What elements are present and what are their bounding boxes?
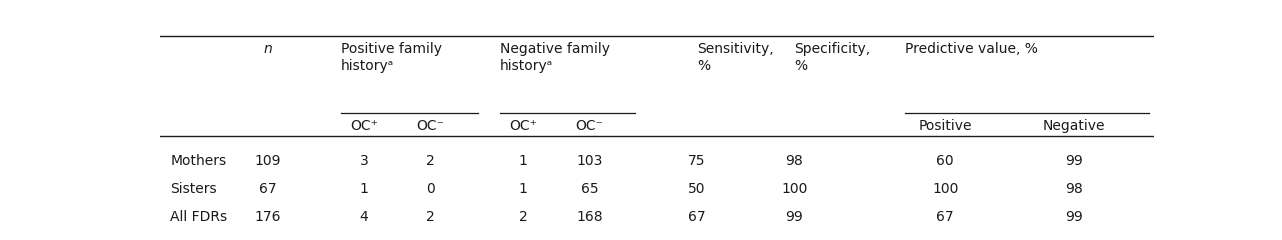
Text: 65: 65: [581, 182, 599, 196]
Text: Specificity,
%: Specificity, %: [794, 42, 870, 73]
Text: 67: 67: [688, 210, 705, 224]
Text: 0: 0: [426, 182, 435, 196]
Text: 50: 50: [688, 182, 705, 196]
Text: 2: 2: [426, 155, 435, 168]
Text: 60: 60: [936, 155, 954, 168]
Text: 1: 1: [518, 155, 527, 168]
Text: Positive family
historyᵃ: Positive family historyᵃ: [341, 42, 442, 73]
Text: 4: 4: [359, 210, 368, 224]
Text: 75: 75: [688, 155, 705, 168]
Text: Negative: Negative: [1044, 119, 1105, 133]
Text: 103: 103: [577, 155, 603, 168]
Text: 168: 168: [576, 210, 603, 224]
Text: 98: 98: [1065, 182, 1083, 196]
Text: 2: 2: [518, 210, 527, 224]
Text: Sensitivity,
%: Sensitivity, %: [697, 42, 773, 73]
Text: 1: 1: [518, 182, 527, 196]
Text: Positive: Positive: [918, 119, 972, 133]
Text: 99: 99: [1065, 210, 1083, 224]
Text: 2: 2: [426, 210, 435, 224]
Text: 98: 98: [786, 155, 803, 168]
Text: 1: 1: [359, 182, 368, 196]
Text: Negative family
historyᵃ: Negative family historyᵃ: [500, 42, 610, 73]
Text: 3: 3: [359, 155, 368, 168]
Text: 100: 100: [932, 182, 959, 196]
Text: OC⁻: OC⁻: [576, 119, 604, 133]
Text: Sisters: Sisters: [171, 182, 217, 196]
Text: 100: 100: [781, 182, 808, 196]
Text: n: n: [263, 42, 272, 56]
Text: 99: 99: [1065, 155, 1083, 168]
Text: 109: 109: [254, 155, 281, 168]
Text: OC⁻: OC⁻: [417, 119, 445, 133]
Text: 99: 99: [786, 210, 803, 224]
Text: 67: 67: [936, 210, 954, 224]
Text: 67: 67: [259, 182, 277, 196]
Text: All FDRs: All FDRs: [171, 210, 227, 224]
Text: Predictive value, %: Predictive value, %: [905, 42, 1038, 56]
Text: OC⁺: OC⁺: [350, 119, 378, 133]
Text: 176: 176: [254, 210, 281, 224]
Text: OC⁺: OC⁺: [509, 119, 537, 133]
Text: Mothers: Mothers: [171, 155, 227, 168]
